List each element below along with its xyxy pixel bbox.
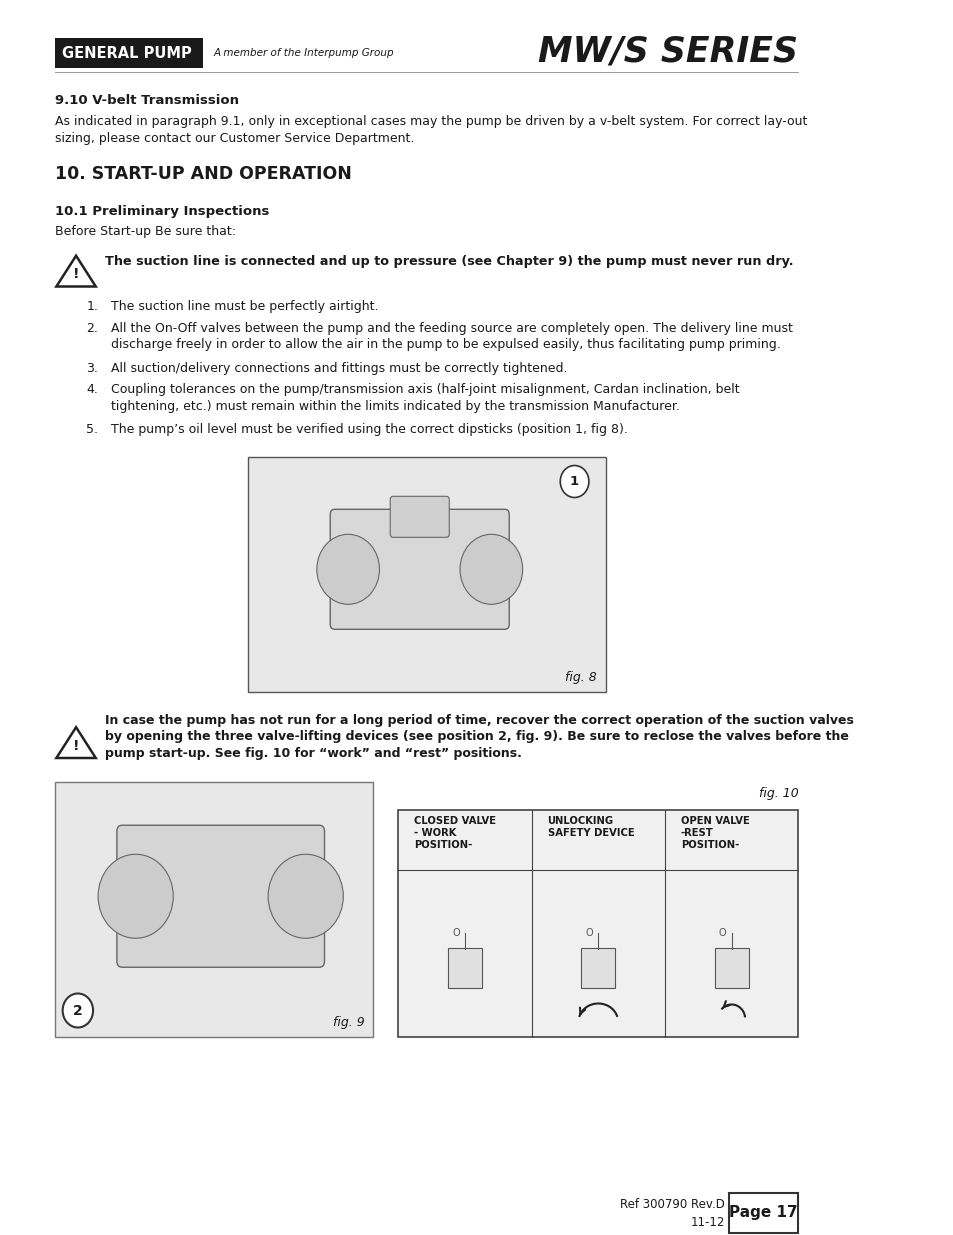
Circle shape [63,993,93,1028]
Text: 11-12: 11-12 [690,1215,724,1229]
Text: O: O [585,927,593,937]
FancyBboxPatch shape [448,947,481,988]
Text: The pump’s oil level must be verified using the correct dipsticks (position 1, f: The pump’s oil level must be verified us… [111,424,627,436]
Text: !: ! [72,267,79,282]
Text: Before Start-up Be sure that:: Before Start-up Be sure that: [55,225,236,238]
Text: 10.1 Preliminary Inspections: 10.1 Preliminary Inspections [55,205,270,219]
Text: Page 17: Page 17 [728,1205,797,1220]
Text: fig. 10: fig. 10 [758,787,798,799]
Circle shape [268,855,343,939]
FancyBboxPatch shape [714,947,748,988]
Text: O: O [452,927,459,937]
Text: !: ! [72,739,79,752]
Text: As indicated in paragraph 9.1, only in exceptional cases may the pump be driven : As indicated in paragraph 9.1, only in e… [55,115,807,144]
Text: O: O [719,927,726,937]
Text: All suction/delivery connections and fittings must be correctly tightened.: All suction/delivery connections and fit… [111,362,567,374]
Text: 4.: 4. [87,383,98,396]
Text: GENERAL PUMP: GENERAL PUMP [62,46,192,61]
Circle shape [559,466,588,498]
Text: CLOSED VALVE
- WORK
POSITION-: CLOSED VALVE - WORK POSITION- [414,815,496,851]
FancyBboxPatch shape [55,38,203,68]
FancyBboxPatch shape [117,825,324,967]
Text: 2: 2 [73,1004,83,1018]
Text: The suction line is connected and up to pressure (see Chapter 9) the pump must n: The suction line is connected and up to … [105,254,792,268]
FancyBboxPatch shape [397,809,798,1036]
Text: The suction line must be perfectly airtight.: The suction line must be perfectly airti… [111,300,378,312]
Text: 2.: 2. [87,321,98,335]
FancyBboxPatch shape [330,509,509,630]
Text: In case the pump has not run for a long period of time, recover the correct oper: In case the pump has not run for a long … [105,714,853,760]
Text: 1.: 1. [87,300,98,312]
Text: Coupling tolerances on the pump/transmission axis (half-joint misalignment, Card: Coupling tolerances on the pump/transmis… [111,383,739,412]
Polygon shape [56,727,95,758]
Text: 3.: 3. [87,362,98,374]
Text: OPEN VALVE
-REST
POSITION-: OPEN VALVE -REST POSITION- [680,815,749,851]
Text: 5.: 5. [87,424,98,436]
FancyBboxPatch shape [580,947,615,988]
FancyBboxPatch shape [248,457,605,692]
Text: A member of the Interpump Group: A member of the Interpump Group [213,48,395,58]
Text: MW/S SERIES: MW/S SERIES [537,35,798,68]
FancyBboxPatch shape [390,496,449,537]
Text: 1: 1 [569,475,578,488]
Text: 9.10 V-belt Transmission: 9.10 V-belt Transmission [55,94,239,107]
Circle shape [98,855,173,939]
Polygon shape [56,256,95,287]
Text: All the On-Off valves between the pump and the feeding source are completely ope: All the On-Off valves between the pump a… [111,321,792,351]
Text: UNLOCKING
SAFETY DEVICE: UNLOCKING SAFETY DEVICE [547,815,634,837]
Text: fig. 9: fig. 9 [333,1015,364,1029]
Circle shape [459,535,522,604]
FancyBboxPatch shape [55,782,373,1036]
Text: 10. START-UP AND OPERATION: 10. START-UP AND OPERATION [55,165,352,183]
FancyBboxPatch shape [728,1193,798,1233]
Text: fig. 8: fig. 8 [564,671,597,683]
Text: Ref 300790 Rev.D: Ref 300790 Rev.D [619,1198,724,1210]
Circle shape [316,535,379,604]
